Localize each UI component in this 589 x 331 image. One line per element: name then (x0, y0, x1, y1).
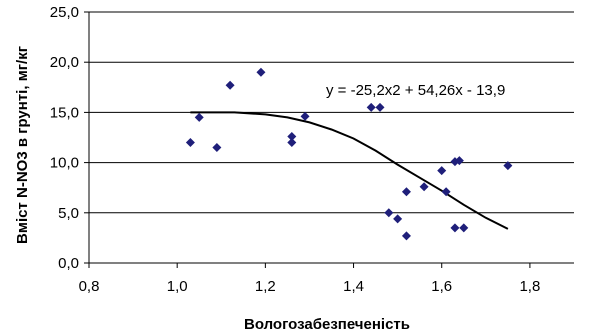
x-axis-title: Вологозабезпеченість (244, 316, 410, 331)
data-point (225, 80, 235, 90)
data-point (366, 102, 376, 112)
axes (88, 12, 574, 264)
data-point (450, 223, 460, 233)
y-tick-label: 15,0 (50, 104, 79, 121)
x-tick-label: 1,6 (431, 278, 452, 295)
y-tick-label: 20,0 (50, 54, 79, 71)
data-point (401, 187, 411, 197)
data-point (419, 182, 429, 192)
x-tick-label: 1,4 (343, 278, 364, 295)
y-tick-label: 5,0 (58, 205, 79, 222)
x-tick-label: 0,8 (79, 278, 100, 295)
y-tick-labels: 0,0 5,0 10,0 15,0 20,0 25,0 (50, 4, 79, 272)
y-tick-label: 25,0 (50, 4, 79, 21)
x-tick-label: 1,8 (519, 278, 540, 295)
x-tick-labels: 0,8 1,0 1,2 1,4 1,6 1,8 (79, 278, 541, 295)
data-point (503, 161, 513, 171)
data-point (401, 231, 411, 241)
trendline (190, 111, 509, 230)
data-point (194, 112, 204, 122)
data-point (300, 111, 310, 121)
y-axis-title: Вміст N-NO3 в грунті, мг/кг (14, 46, 31, 244)
data-point (212, 143, 222, 153)
x-tick-label: 1,0 (167, 278, 188, 295)
data-point (287, 138, 297, 148)
trendline-equation: y = -25,2x2 + 54,26x - 13,9 (326, 82, 505, 99)
data-point (459, 223, 469, 233)
data-point (185, 138, 195, 148)
data-point (454, 156, 464, 166)
data-points (185, 67, 513, 241)
data-point (256, 67, 266, 77)
data-point (287, 131, 297, 141)
gridlines (84, 11, 574, 268)
data-point (384, 208, 394, 218)
data-point (437, 166, 447, 176)
x-tick-label: 1,2 (255, 278, 276, 295)
data-point (393, 214, 403, 224)
data-point (441, 187, 451, 197)
y-tick-label: 10,0 (50, 155, 79, 172)
trendline-path (190, 111, 509, 230)
data-point (375, 102, 385, 112)
y-tick-label: 0,0 (58, 255, 79, 272)
